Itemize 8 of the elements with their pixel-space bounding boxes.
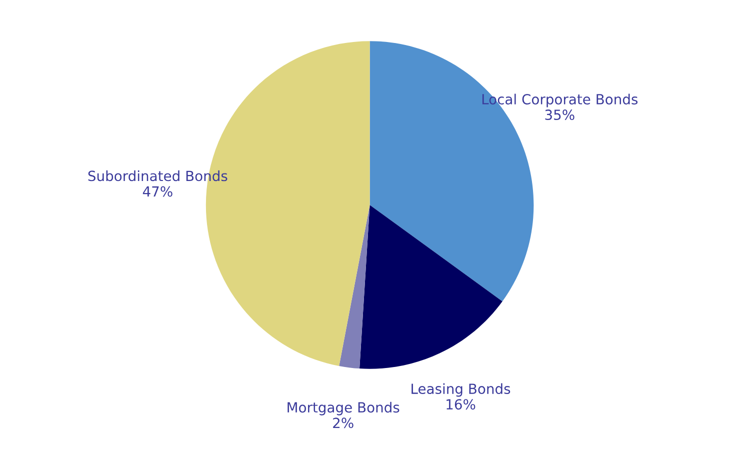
slice-label: Mortgage Bonds (288, 402, 400, 416)
slice-label: Leasing Bonds (412, 383, 510, 397)
data-label: 2% (333, 418, 354, 428)
data-label: 47% (142, 186, 172, 197)
pie-slice (360, 204, 502, 369)
data-label: 35% (545, 110, 574, 120)
pie-slice (339, 204, 370, 369)
data-label: 16% (446, 399, 476, 410)
